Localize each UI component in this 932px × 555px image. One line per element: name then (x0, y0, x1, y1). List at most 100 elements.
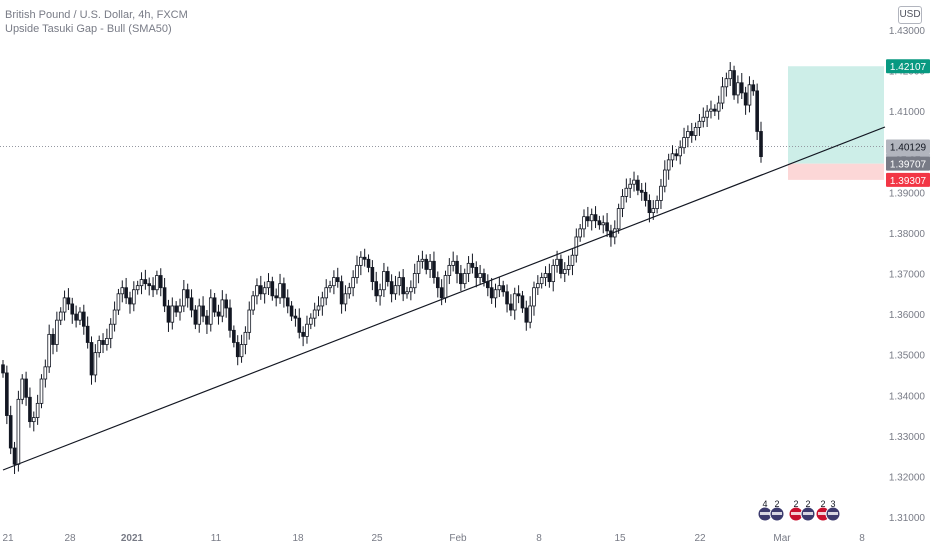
candle[interactable] (355, 255, 359, 284)
candle[interactable] (663, 160, 667, 193)
candle[interactable] (101, 333, 105, 354)
candle[interactable] (66, 288, 71, 311)
candle[interactable] (247, 301, 252, 340)
candle[interactable] (489, 277, 494, 304)
candle[interactable] (16, 390, 21, 472)
candle[interactable] (666, 153, 671, 180)
candle[interactable] (262, 281, 267, 304)
candle[interactable] (135, 280, 140, 295)
candle[interactable] (751, 79, 756, 96)
candle[interactable] (516, 285, 521, 304)
candle[interactable] (655, 195, 659, 214)
trendline[interactable] (2, 126, 886, 471)
indicator-title[interactable]: Upside Tasuki Gap - Bull (SMA50) (5, 23, 172, 35)
candle[interactable] (155, 270, 159, 295)
candle[interactable] (709, 100, 713, 119)
candle[interactable] (701, 107, 706, 128)
candle[interactable] (332, 270, 336, 295)
us-flag-icon[interactable]: 2 (800, 499, 816, 522)
candle[interactable] (424, 254, 429, 275)
candle[interactable] (55, 311, 59, 352)
candle[interactable] (378, 283, 382, 306)
candle[interactable] (193, 305, 198, 330)
candle[interactable] (462, 268, 467, 289)
candle[interactable] (559, 254, 563, 279)
candle[interactable] (20, 374, 25, 405)
candle[interactable] (97, 335, 101, 358)
candlestick-series[interactable] (1, 62, 763, 474)
candle[interactable] (636, 175, 640, 196)
candle[interactable] (732, 65, 736, 100)
candle[interactable] (116, 288, 121, 315)
candle[interactable] (12, 441, 17, 474)
candle[interactable] (78, 307, 82, 326)
candle[interactable] (143, 269, 148, 290)
candle[interactable] (232, 325, 236, 348)
candle[interactable] (112, 301, 117, 332)
candle[interactable] (616, 203, 621, 234)
candle[interactable] (105, 328, 109, 351)
candle[interactable] (85, 316, 90, 349)
candle[interactable] (639, 182, 644, 201)
candle[interactable] (285, 289, 290, 314)
candle[interactable] (620, 189, 625, 218)
candle[interactable] (239, 334, 244, 363)
candle[interactable] (728, 62, 733, 87)
candle[interactable] (328, 280, 332, 293)
candle[interactable] (713, 104, 717, 117)
candle[interactable] (689, 122, 694, 143)
candle[interactable] (405, 286, 409, 299)
candle[interactable] (212, 292, 217, 317)
candle[interactable] (566, 255, 571, 276)
candle[interactable] (524, 300, 529, 331)
candle[interactable] (347, 282, 352, 299)
candle[interactable] (166, 299, 171, 332)
candle[interactable] (270, 276, 275, 301)
candle[interactable] (224, 293, 228, 318)
candle[interactable] (470, 253, 475, 274)
candle[interactable] (420, 250, 425, 269)
candle[interactable] (139, 272, 144, 295)
candle[interactable] (551, 259, 556, 292)
candle[interactable] (351, 270, 355, 297)
candle[interactable] (547, 263, 552, 288)
candle[interactable] (459, 264, 463, 291)
candle[interactable] (493, 283, 498, 308)
candle[interactable] (374, 271, 379, 302)
candle[interactable] (305, 315, 309, 344)
candle[interactable] (586, 206, 590, 227)
candle[interactable] (505, 284, 509, 313)
candle[interactable] (512, 287, 517, 320)
candle[interactable] (532, 281, 536, 316)
candle[interactable] (282, 277, 286, 308)
candle[interactable] (293, 308, 298, 327)
candle[interactable] (8, 405, 13, 455)
candle[interactable] (693, 122, 698, 141)
candle[interactable] (31, 411, 36, 432)
candle[interactable] (47, 324, 51, 373)
stop-zone[interactable] (788, 163, 884, 180)
candle[interactable] (678, 140, 682, 165)
candle[interactable] (82, 304, 86, 335)
candle[interactable] (28, 387, 32, 428)
candle[interactable] (736, 75, 740, 104)
candle[interactable] (289, 301, 294, 321)
candle[interactable] (562, 262, 567, 283)
candle[interactable] (397, 271, 402, 296)
candle[interactable] (132, 281, 136, 312)
candle[interactable] (570, 249, 575, 276)
candle[interactable] (705, 105, 709, 127)
candle[interactable] (35, 394, 40, 425)
candle[interactable] (89, 336, 94, 385)
candle[interactable] (58, 307, 63, 326)
candle[interactable] (266, 273, 271, 296)
candle[interactable] (589, 208, 594, 231)
candle[interactable] (578, 223, 582, 242)
candle[interactable] (686, 125, 690, 148)
candle[interactable] (309, 313, 313, 330)
candle[interactable] (605, 213, 609, 237)
candle[interactable] (574, 228, 579, 263)
